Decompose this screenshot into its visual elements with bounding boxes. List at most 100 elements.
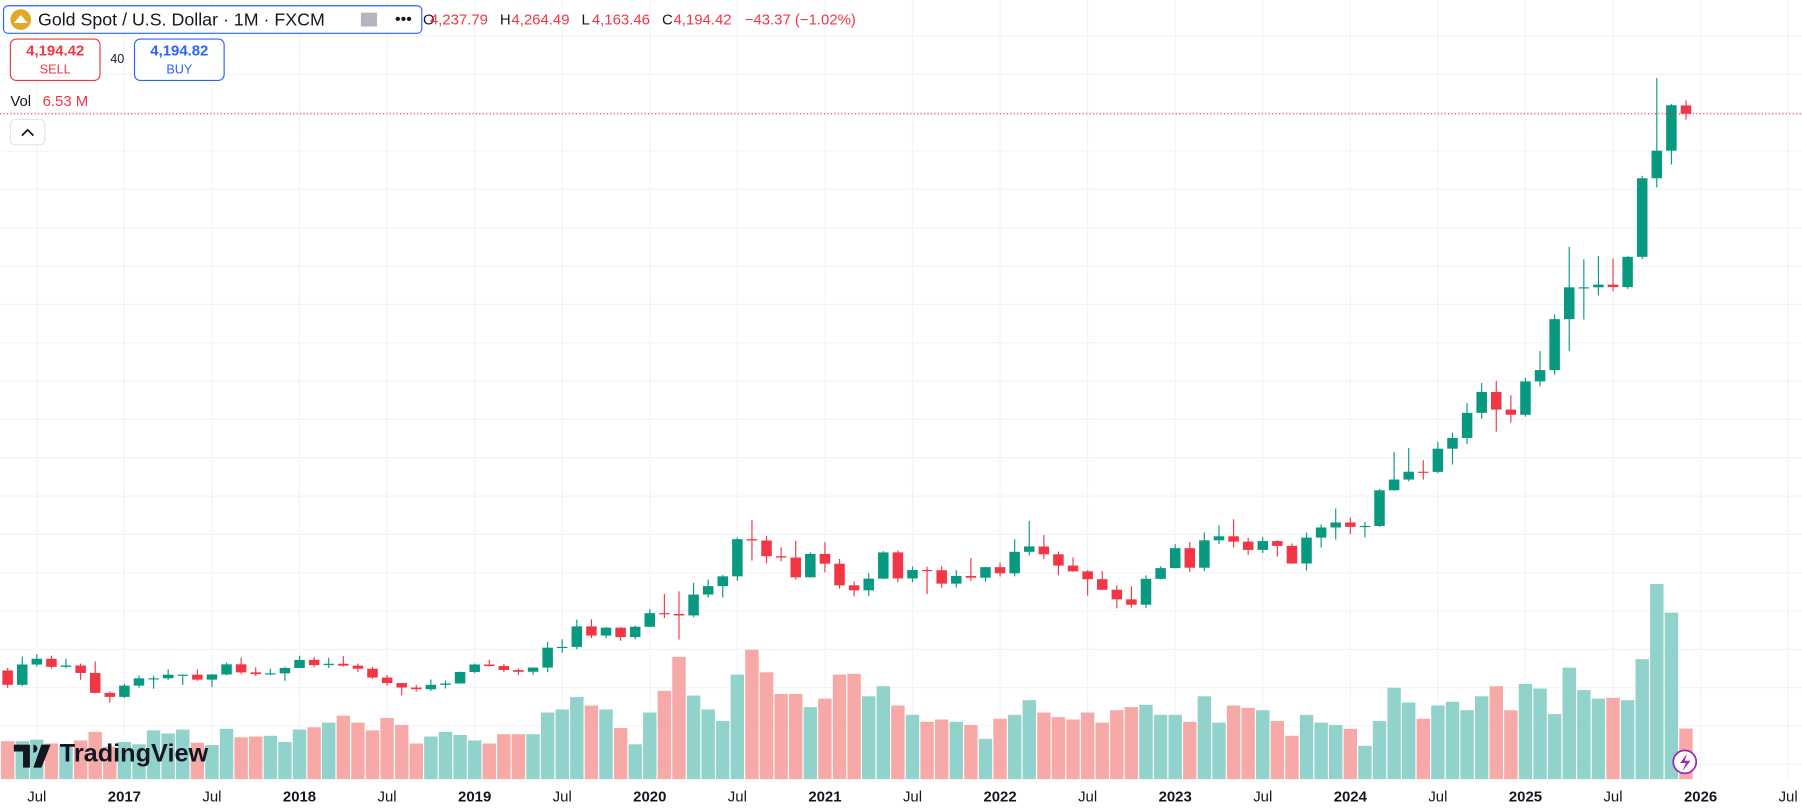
brand-name: TradingView [60, 740, 209, 768]
candle-body [586, 626, 597, 636]
candle-body [1038, 546, 1050, 555]
candle-body [1126, 599, 1137, 605]
symbol-box[interactable] [2, 5, 423, 34]
candle-body [1418, 471, 1429, 473]
candle-body [936, 570, 947, 584]
close-value: 4,194.42 [673, 12, 731, 29]
volume-bar [774, 693, 788, 780]
candle-body [367, 668, 378, 678]
volume-bar [643, 712, 657, 780]
volume-bar [1110, 710, 1124, 780]
candle-body [46, 658, 57, 667]
candle-body [1520, 381, 1531, 415]
candle-body [411, 687, 422, 690]
candle-body [1067, 565, 1079, 572]
candle-body [980, 567, 991, 578]
candle-body [1228, 536, 1239, 542]
candle-body [644, 613, 656, 627]
volume-bar [1518, 683, 1533, 780]
low-key: L [582, 12, 590, 29]
volume-bar [555, 709, 569, 780]
candle-body [732, 539, 743, 577]
candle-body [1330, 522, 1341, 528]
candle-body [1534, 370, 1546, 382]
candle-body [1257, 541, 1269, 550]
flag-icon[interactable] [360, 12, 377, 27]
volume-bar [1007, 714, 1022, 780]
x-tick-label: Jul [27, 788, 46, 805]
volume-bar [832, 674, 847, 780]
volume-bar [964, 724, 978, 780]
volume-bar [278, 741, 292, 780]
candle-body [1053, 554, 1064, 566]
x-tick-label: 2020 [633, 788, 666, 805]
price-pane [0, 78, 1802, 703]
volume-bar [0, 741, 15, 780]
volume-bar [307, 727, 321, 780]
candle-body [323, 663, 334, 666]
candle-body [469, 664, 480, 672]
buy-button[interactable] [133, 38, 225, 82]
candle-body [878, 552, 889, 579]
candle-body [1009, 551, 1020, 574]
volume-bar [190, 742, 205, 780]
candle-body [1374, 490, 1385, 526]
candle-body [556, 646, 568, 649]
candle-body [1563, 287, 1575, 320]
volume-bar [44, 743, 59, 780]
volume-bar [789, 693, 803, 780]
candle-body [513, 670, 524, 672]
sell-button[interactable] [9, 38, 101, 82]
volume-bar [467, 740, 482, 780]
volume-bar [920, 721, 934, 780]
volume-bar [511, 734, 526, 780]
collapse-button[interactable] [9, 118, 46, 146]
volume-bar [161, 733, 175, 780]
more-icon[interactable]: ••• [395, 10, 412, 28]
volume-bar [1547, 714, 1562, 780]
candle-body [425, 684, 437, 690]
volume-bar [1664, 612, 1679, 780]
candle-body [352, 665, 364, 669]
volume-bar [818, 698, 832, 780]
candle-body [615, 627, 626, 638]
volume-bar [249, 736, 263, 780]
candle-body [250, 672, 261, 675]
volume-bar [424, 736, 438, 780]
candle-body [1491, 391, 1502, 410]
candle-body [907, 570, 918, 579]
candle-body [60, 665, 72, 667]
volume-bar [1168, 714, 1182, 780]
candle-body [440, 683, 451, 685]
volume-bar [905, 714, 920, 780]
volume-bar [234, 737, 248, 780]
volume-bar [1139, 704, 1153, 780]
x-tick-label: Jul [1428, 788, 1447, 805]
volume-bar [526, 734, 540, 780]
volume-bar [103, 746, 117, 780]
volume-bar [861, 696, 876, 780]
volume-bar [686, 695, 701, 780]
candle-body [16, 664, 28, 685]
volume-bar [540, 712, 555, 780]
candle-body [1140, 578, 1152, 605]
volume-bar [1226, 705, 1241, 780]
x-tick-label: Jul [1603, 788, 1622, 805]
candle-body [1622, 256, 1633, 288]
candle-body [1578, 287, 1590, 289]
x-tick-label: 2022 [983, 788, 1016, 805]
buy-label: BUY [166, 62, 193, 76]
x-tick-label: 2017 [108, 788, 141, 805]
candle-body [308, 659, 320, 666]
candle-body [454, 671, 466, 684]
volume-bar [1635, 659, 1649, 780]
open-value: 4,237.79 [430, 12, 488, 29]
volume-bar [847, 673, 861, 780]
volume-bar [117, 741, 132, 780]
x-tick-label: Jul [1253, 788, 1272, 805]
x-tick-label: 2018 [283, 788, 316, 805]
chevron-icon [21, 128, 34, 137]
candle-body [1184, 548, 1196, 568]
volume-legend-value: 6.53 M [43, 93, 89, 110]
x-axis: Jul 2017 Jul 2018 Jul 2019 Jul 2020 Jul 2021 Jul 20… [27, 788, 1797, 805]
